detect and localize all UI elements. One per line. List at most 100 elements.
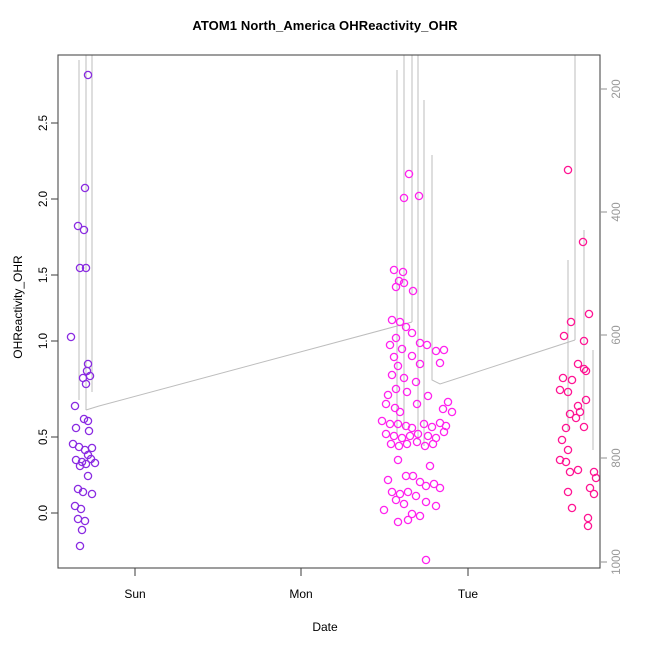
data-point bbox=[385, 340, 395, 350]
data-point bbox=[83, 471, 93, 481]
data-point bbox=[81, 263, 91, 273]
data-point bbox=[71, 423, 81, 433]
data-point bbox=[377, 416, 387, 426]
data-point bbox=[405, 431, 415, 441]
data-point bbox=[423, 431, 433, 441]
data-point bbox=[571, 413, 581, 423]
data-point bbox=[421, 481, 431, 491]
data-point bbox=[87, 443, 97, 453]
data-point bbox=[414, 191, 424, 201]
data-point bbox=[397, 433, 407, 443]
data-point bbox=[387, 487, 397, 497]
data-point bbox=[389, 352, 399, 362]
data-point bbox=[73, 514, 83, 524]
data-point bbox=[438, 404, 448, 414]
data-point bbox=[563, 445, 573, 455]
data-point bbox=[579, 422, 589, 432]
data-point bbox=[555, 385, 565, 395]
data-point bbox=[408, 471, 418, 481]
x-axis-label: Date bbox=[312, 620, 338, 634]
data-point bbox=[567, 375, 577, 385]
data-point bbox=[401, 471, 411, 481]
data-point bbox=[435, 483, 445, 493]
axes-group bbox=[57, 54, 601, 569]
data-point bbox=[412, 437, 422, 447]
data-point bbox=[77, 525, 87, 535]
profile-line-group bbox=[78, 55, 601, 450]
data-point bbox=[422, 340, 432, 350]
data-point bbox=[381, 399, 391, 409]
data-point bbox=[573, 359, 583, 369]
x-tick-label: Sun bbox=[124, 587, 145, 601]
data-point bbox=[431, 501, 441, 511]
data-point bbox=[79, 225, 89, 235]
data-point bbox=[581, 395, 591, 405]
profile-line bbox=[431, 155, 576, 385]
data-point bbox=[379, 505, 389, 515]
data-point bbox=[395, 317, 405, 327]
data-point bbox=[383, 390, 393, 400]
data-point bbox=[579, 364, 589, 374]
data-point bbox=[411, 377, 421, 387]
y-left-tick-label: 1.0 bbox=[38, 333, 50, 349]
data-point bbox=[391, 495, 401, 505]
data-point bbox=[565, 467, 575, 477]
data-point bbox=[557, 435, 567, 445]
data-point bbox=[415, 477, 425, 487]
x-tick-label: Mon bbox=[289, 587, 312, 601]
y-left-tick-group: 0.0 0.5 1.0 1.5 2.0 2.5 bbox=[38, 115, 58, 521]
data-point bbox=[407, 351, 417, 361]
data-point bbox=[567, 503, 577, 513]
data-point bbox=[393, 455, 403, 465]
data-point bbox=[381, 429, 391, 439]
data-point bbox=[389, 431, 399, 441]
data-point bbox=[563, 487, 573, 497]
data-point bbox=[401, 322, 411, 332]
x-tick-label: Tue bbox=[458, 587, 479, 601]
y-right-tick-label: 200 bbox=[611, 79, 623, 98]
data-point bbox=[83, 416, 93, 426]
data-point bbox=[390, 403, 400, 413]
data-point bbox=[575, 407, 585, 417]
data-point bbox=[563, 165, 573, 175]
data-point bbox=[391, 384, 401, 394]
data-point bbox=[583, 513, 593, 523]
data-point bbox=[383, 475, 393, 485]
y-left-tick-label: 0.0 bbox=[38, 505, 50, 521]
data-point bbox=[85, 371, 95, 381]
data-point bbox=[394, 441, 404, 451]
data-point bbox=[399, 373, 409, 383]
data-point bbox=[387, 315, 397, 325]
data-point bbox=[566, 317, 576, 327]
data-point bbox=[415, 511, 425, 521]
y-left-tick-label: 0.5 bbox=[38, 429, 50, 445]
data-point bbox=[425, 461, 435, 471]
data-point bbox=[391, 282, 401, 292]
data-point bbox=[90, 458, 100, 468]
data-point bbox=[393, 361, 403, 371]
data-point bbox=[439, 427, 449, 437]
data-point bbox=[439, 345, 449, 355]
data-point bbox=[87, 489, 97, 499]
y-left-tick-label: 2.0 bbox=[38, 191, 50, 207]
data-point bbox=[559, 331, 569, 341]
data-point bbox=[411, 491, 421, 501]
data-point bbox=[589, 489, 599, 499]
data-point bbox=[399, 278, 409, 288]
y-left-tick-label: 2.5 bbox=[38, 115, 50, 131]
data-point bbox=[76, 504, 86, 514]
y-right-tick-label: 1000 bbox=[611, 549, 623, 575]
data-point bbox=[561, 423, 571, 433]
data-point bbox=[393, 419, 403, 429]
data-point bbox=[79, 414, 89, 424]
data-point bbox=[386, 439, 396, 449]
data-point bbox=[423, 391, 433, 401]
data-point bbox=[66, 332, 76, 342]
data-point bbox=[389, 265, 399, 275]
data-point bbox=[83, 359, 93, 369]
data-point bbox=[399, 499, 409, 509]
data-point bbox=[407, 509, 417, 519]
data-point bbox=[407, 423, 417, 433]
y-right-tick-label: 400 bbox=[611, 202, 623, 221]
y-left-tick-label: 1.5 bbox=[38, 267, 50, 283]
